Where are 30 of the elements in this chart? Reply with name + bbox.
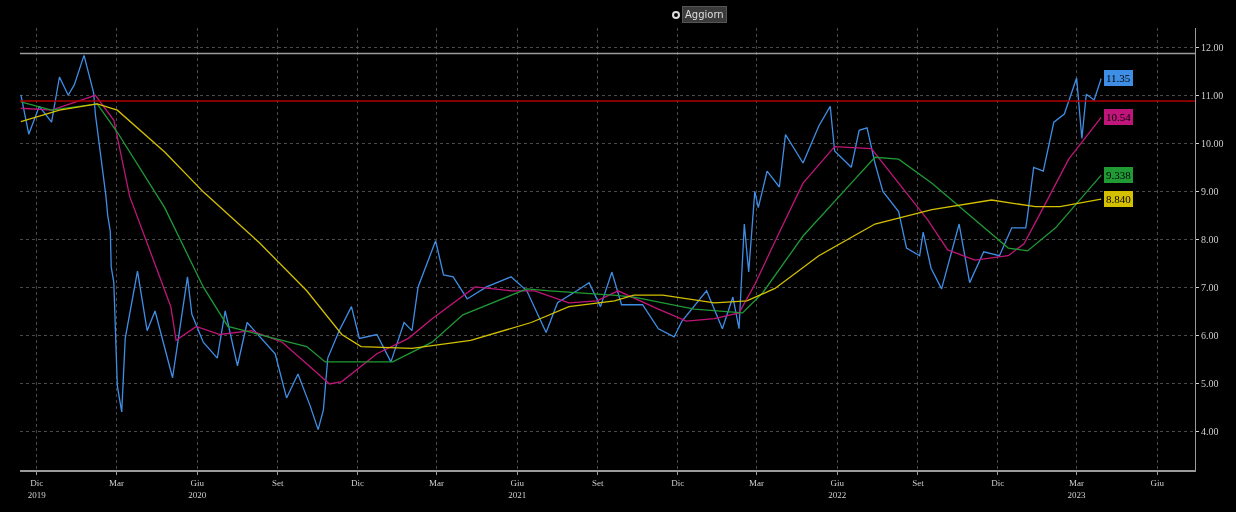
text: Aggiorn — [685, 9, 724, 20]
line-series — [20, 54, 1102, 431]
x-tick-label: Dic — [351, 477, 365, 488]
x-tick-label: Mar — [108, 477, 124, 488]
y-tick-label: 11.00 — [1201, 89, 1224, 101]
x-tick-label: Giu — [1150, 477, 1165, 488]
x-tick-label: Giu 2022 — [828, 477, 847, 500]
x-tick-label: Set — [912, 477, 925, 488]
y-tick-label: 8.00 — [1201, 233, 1219, 245]
x-tick-label: Dic — [671, 477, 685, 488]
y-tick-label: 6.00 — [1201, 329, 1219, 341]
y-tick-label: 5.00 — [1201, 378, 1219, 390]
y-tick-label: 7.00 — [1201, 281, 1219, 293]
x-tick-label: Dic — [991, 477, 1005, 488]
y-tick-label: 4.00 — [1201, 426, 1219, 438]
y-tick-label: 12.00 — [1201, 41, 1224, 53]
x-tick-label: Set — [592, 477, 605, 488]
y-tick-label: 10.00 — [1201, 137, 1224, 149]
data-label: 8.840 — [1106, 193, 1132, 205]
x-tick-label: Mar — [749, 477, 765, 488]
data-label: 9.338 — [1106, 169, 1132, 181]
x-tick-label: Mar 2023 — [1067, 477, 1087, 500]
x-tick-label: Mar — [429, 477, 445, 488]
x-tick-label: Giu 2020 — [188, 477, 207, 500]
data-label: 10.54 — [1106, 111, 1132, 123]
x-tick-label: Giu 2021 — [508, 477, 527, 500]
data-label: 11.35 — [1106, 72, 1131, 84]
x-tick-label: Set — [272, 477, 285, 488]
x-tick-label: Dic 2019 — [27, 477, 47, 500]
y-tick-label: 9.00 — [1201, 185, 1219, 197]
